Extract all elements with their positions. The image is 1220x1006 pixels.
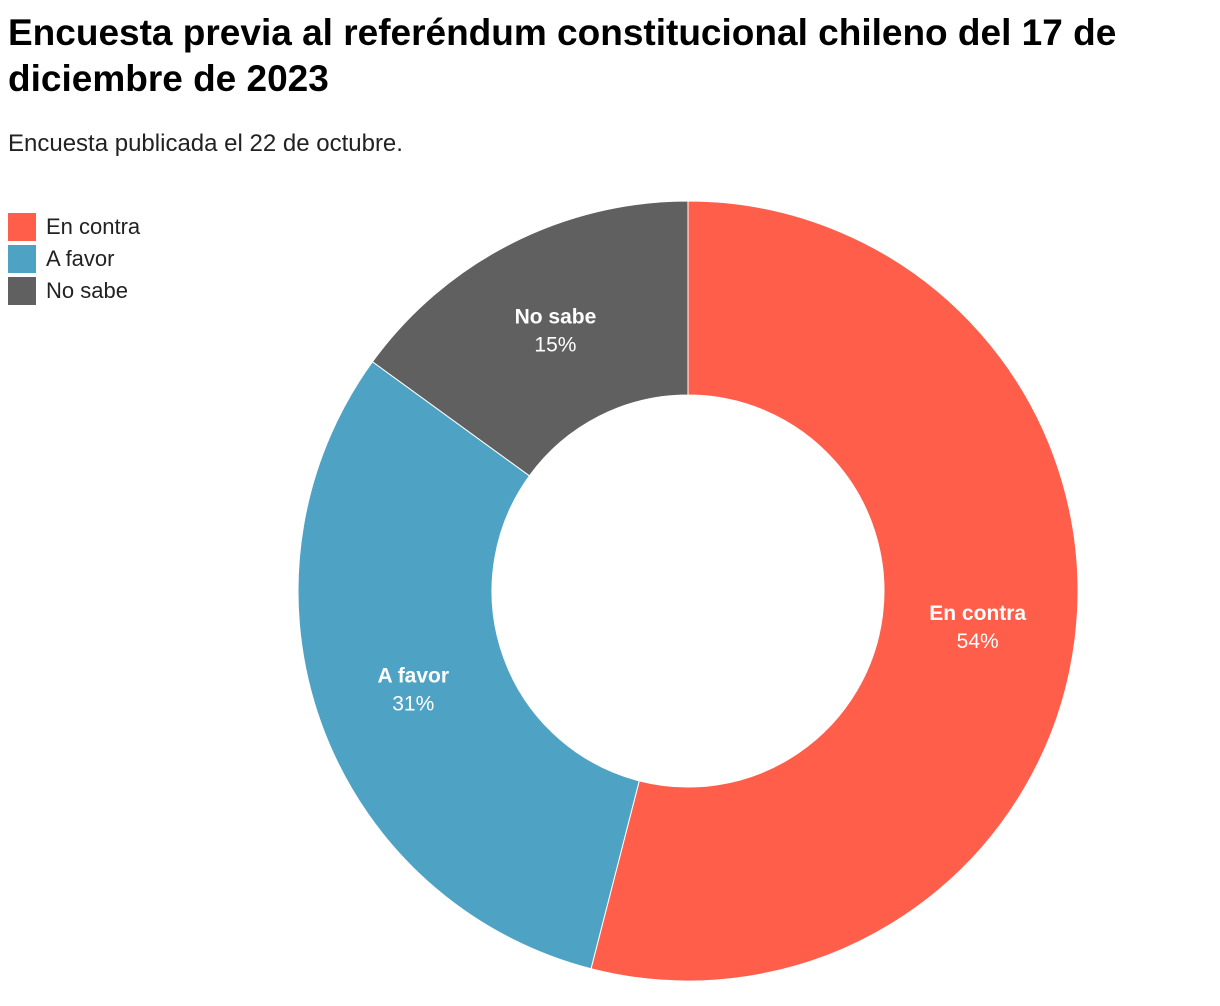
value-label: 31% <box>392 692 434 715</box>
donut-slice <box>371 200 689 477</box>
slice-label: No sabe <box>515 305 597 328</box>
donut-slice <box>297 361 640 970</box>
legend-item: A favor <box>8 243 140 275</box>
slice-label: En contra <box>929 602 1026 625</box>
legend-item: No sabe <box>8 275 140 307</box>
value-label: 54% <box>957 630 999 653</box>
legend-swatch <box>8 245 36 273</box>
slice-label: A favor <box>377 664 449 687</box>
legend-label: No sabe <box>46 278 128 303</box>
legend-label: A favor <box>46 246 115 271</box>
legend-label: En contra <box>46 214 141 239</box>
legend-swatch <box>8 277 36 305</box>
legend: En contra A favor No sabe <box>8 211 140 307</box>
donut-slice <box>590 200 1079 982</box>
chart-title: Encuesta previa al referéndum constituci… <box>8 12 1117 99</box>
legend-item: En contra <box>8 211 140 243</box>
value-label: 15% <box>534 333 576 356</box>
chart-subtitle: Encuesta publicada el 22 de octubre. <box>8 130 403 157</box>
legend-swatch <box>8 213 36 241</box>
